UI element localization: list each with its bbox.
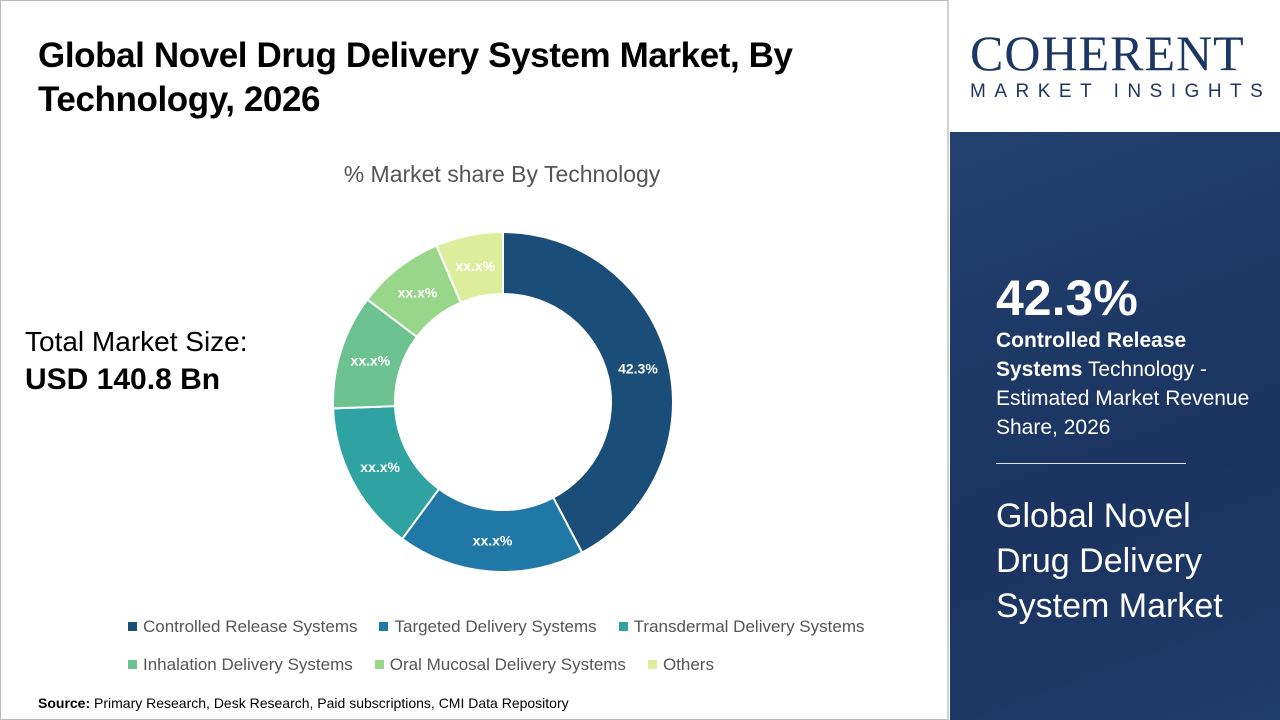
logo-name: COHERENT xyxy=(970,25,1245,81)
data-label: xx.x% xyxy=(398,284,438,300)
legend-item: Targeted Delivery Systems xyxy=(379,616,597,638)
source-label: Source: xyxy=(38,695,91,711)
donut-slice-1 xyxy=(502,230,674,554)
legend-label: Oral Mucosal Delivery Systems xyxy=(389,655,626,674)
legend-swatch xyxy=(374,660,384,669)
highlight-description: Controlled Release Systems Technology - … xyxy=(996,326,1266,442)
highlight-percent: 42.3% xyxy=(996,270,1138,326)
total-market-value: USD 140.8 Bn xyxy=(25,363,221,396)
source-text: Primary Research, Desk Research, Paid su… xyxy=(90,695,569,711)
divider xyxy=(996,463,1186,464)
data-label: xx.x% xyxy=(360,459,400,475)
donut-slice-6 xyxy=(435,230,504,304)
legend-item: Others xyxy=(647,654,714,676)
data-label: xx.x% xyxy=(351,352,391,368)
legend-swatch xyxy=(618,622,628,631)
highlight-panel: 42.3% Controlled Release Systems Technol… xyxy=(950,132,1280,720)
legend-label: Others xyxy=(662,655,714,674)
page-title: Global Novel Drug Delivery System Market… xyxy=(38,36,793,119)
chart-title: % Market share By Technology xyxy=(343,161,661,187)
legend-item: Controlled Release Systems xyxy=(128,616,357,638)
legend-item: Oral Mucosal Delivery Systems xyxy=(374,654,626,676)
legend-swatch xyxy=(647,660,657,669)
legend-label: Transdermal Delivery Systems xyxy=(633,617,865,636)
data-label: xx.x% xyxy=(473,533,513,549)
source-note: Source: Primary Research, Desk Research,… xyxy=(38,694,569,712)
legend-swatch xyxy=(379,622,389,631)
legend-swatch xyxy=(128,622,137,631)
data-label: 42.3% xyxy=(618,361,658,377)
legend-label: Targeted Delivery Systems xyxy=(394,617,597,636)
legend-item: Inhalation Delivery Systems xyxy=(128,654,353,676)
legend: Controlled Release Systems Targeted Deliv… xyxy=(128,616,943,676)
market-name: Global Novel Drug Delivery System Market xyxy=(996,497,1223,625)
highlight-segment: Controlled Release Systems xyxy=(996,329,1187,381)
company-logo: COHERENT MARKET INSIGHTS xyxy=(950,0,1280,132)
legend-label: Controlled Release Systems xyxy=(143,617,358,636)
highlight-desc-text: Technology - Estimated Market Revenue Sh… xyxy=(996,358,1250,439)
data-label: xx.x% xyxy=(455,258,495,274)
logo-tagline: MARKET INSIGHTS xyxy=(970,81,1272,102)
legend-item: Transdermal Delivery Systems xyxy=(618,616,865,638)
total-market-label: Total Market Size: xyxy=(25,326,248,357)
donut-chart: 42.3% xx.x% xx.x% xx.x% xx.x% xx.x% xyxy=(332,230,674,573)
legend-swatch xyxy=(128,660,137,669)
legend-label: Inhalation Delivery Systems xyxy=(143,655,353,674)
